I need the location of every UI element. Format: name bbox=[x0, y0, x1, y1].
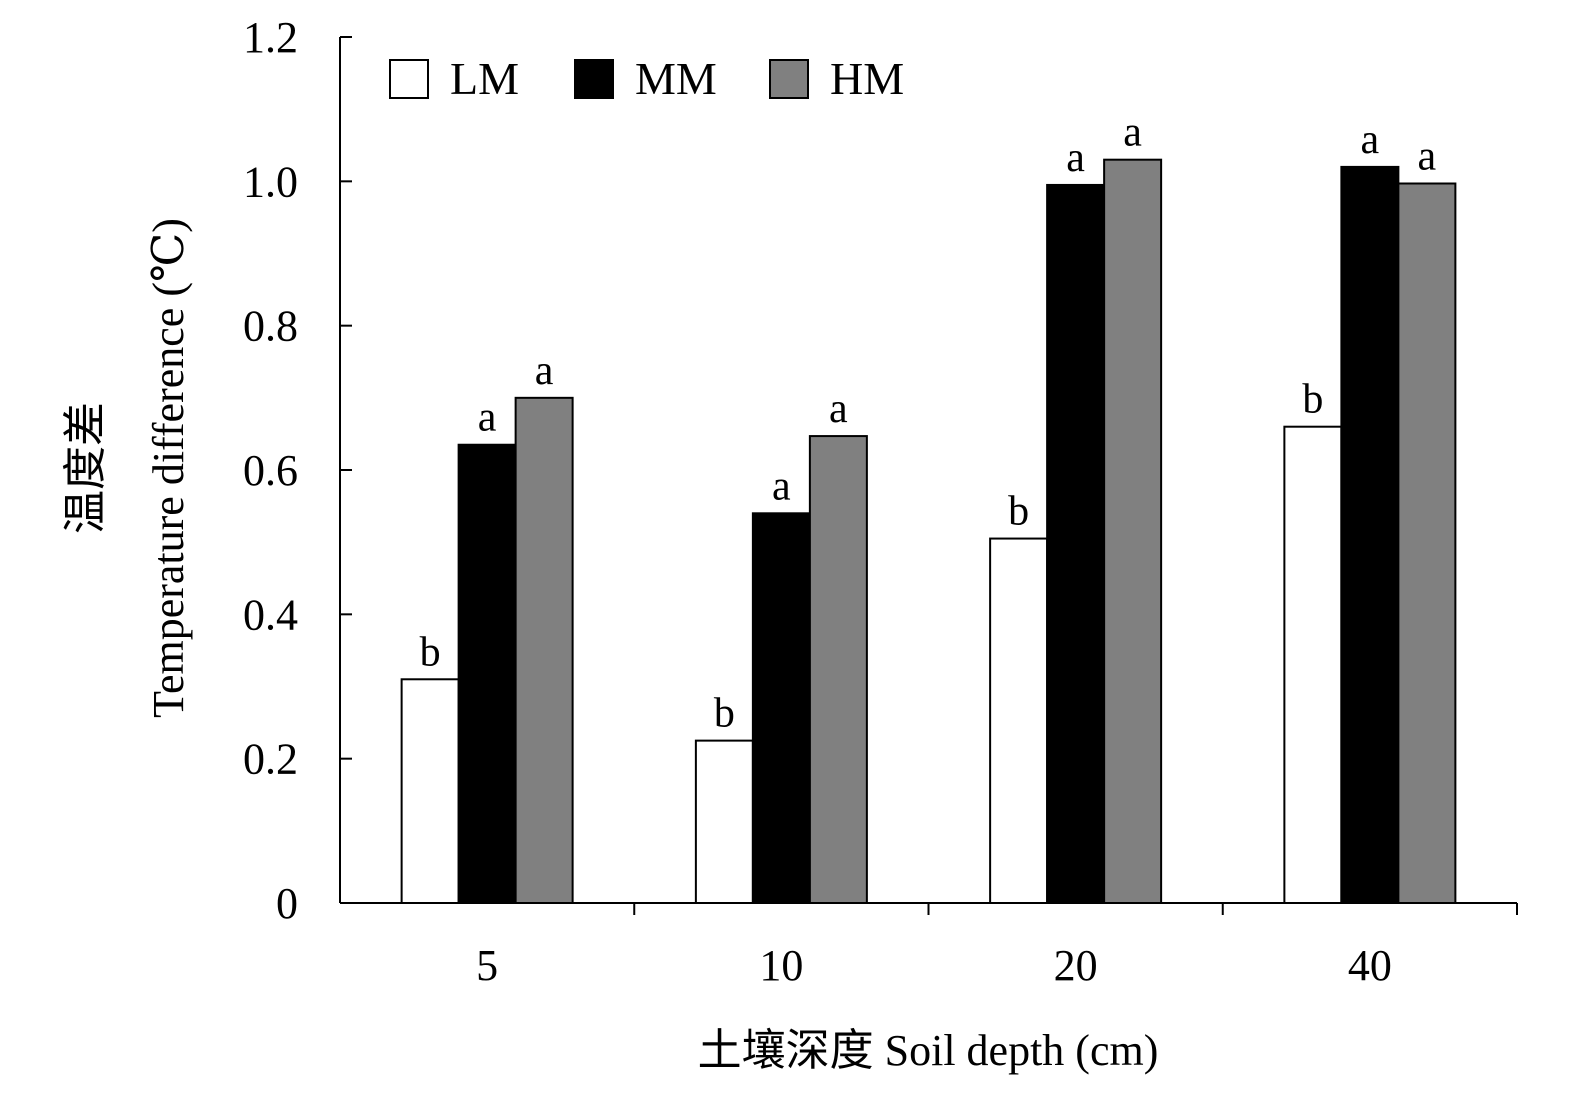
significance-label: a bbox=[829, 386, 848, 432]
y-tick-label: 1.2 bbox=[243, 13, 298, 62]
y-tick-label: 0.2 bbox=[243, 735, 298, 784]
y-tick-label: 0.4 bbox=[243, 590, 298, 639]
significance-label: a bbox=[1418, 133, 1437, 179]
significance-label: a bbox=[772, 463, 791, 509]
bar-hm bbox=[1103, 158, 1163, 904]
x-axis-title: 土壤深度 Soil depth (cm) bbox=[698, 1026, 1159, 1075]
x-tick-label: 20 bbox=[1054, 941, 1098, 990]
x-tick-label: 5 bbox=[476, 941, 498, 990]
bar-hm bbox=[1397, 182, 1457, 904]
y-tick-label: 1.0 bbox=[243, 157, 298, 206]
legend-swatch-lm bbox=[389, 59, 429, 99]
y-tick-label: 0.6 bbox=[243, 446, 298, 495]
bar-lm bbox=[989, 537, 1049, 905]
significance-label: a bbox=[535, 348, 554, 394]
bar-lm bbox=[1283, 425, 1343, 904]
significance-label: b bbox=[714, 691, 735, 737]
bar-mm bbox=[1046, 183, 1106, 905]
legend-label-hm: HM bbox=[830, 53, 904, 104]
bar-mm bbox=[1340, 165, 1400, 904]
y-axis-title: 温度差 Temperature difference (℃) bbox=[61, 218, 193, 718]
y-tick-label: 0 bbox=[276, 879, 298, 928]
legend-swatch-hm bbox=[769, 59, 809, 99]
y-axis-title-en: Temperature difference (℃) bbox=[144, 218, 193, 718]
significance-label: b bbox=[1008, 489, 1029, 535]
bar-mm bbox=[751, 512, 811, 904]
bar-hm bbox=[514, 396, 574, 904]
significance-label: a bbox=[478, 395, 497, 441]
y-tick-label: 0.8 bbox=[243, 302, 298, 351]
bar-hm bbox=[808, 435, 868, 904]
legend-label-mm: MM bbox=[635, 53, 717, 104]
significance-label: b bbox=[420, 629, 441, 675]
significance-label: a bbox=[1361, 117, 1380, 163]
bar-lm bbox=[694, 739, 754, 904]
significance-label: a bbox=[1123, 110, 1142, 156]
x-tick-label: 10 bbox=[759, 941, 803, 990]
legend-swatch-mm bbox=[574, 59, 614, 99]
significance-label: b bbox=[1302, 377, 1323, 423]
x-tick-label: 40 bbox=[1348, 941, 1392, 990]
bar-mm bbox=[457, 443, 517, 904]
significance-label: a bbox=[1066, 135, 1085, 181]
legend-label-lm: LM bbox=[450, 53, 519, 104]
y-axis-title-cn: 温度差 bbox=[61, 402, 110, 534]
bar-lm bbox=[400, 678, 460, 904]
